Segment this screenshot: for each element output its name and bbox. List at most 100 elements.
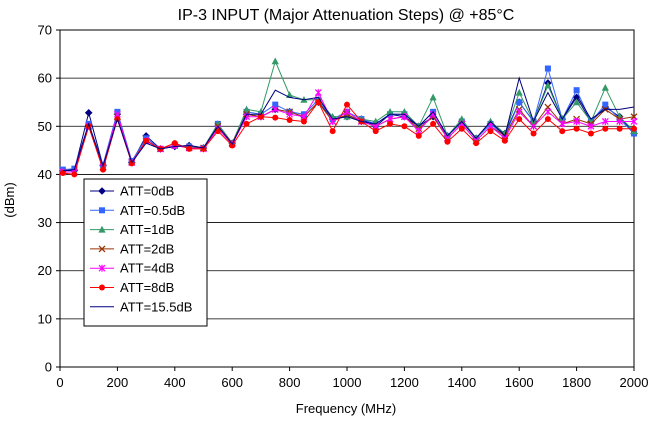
data-point <box>329 128 336 135</box>
x-tick-label: 1400 <box>447 375 476 390</box>
legend-box <box>83 178 208 327</box>
data-point <box>386 108 394 115</box>
x-tick-label: 2000 <box>620 375 649 390</box>
data-point <box>315 99 322 106</box>
data-point <box>271 57 279 65</box>
data-point <box>286 110 294 118</box>
data-point <box>400 108 408 115</box>
data-point <box>544 108 552 116</box>
legend-item: ATT=2dB <box>90 241 174 256</box>
series-ATT=15.5dB <box>62 76 635 172</box>
data-point <box>143 137 150 144</box>
legend-label: ATT=0.5dB <box>120 203 185 218</box>
data-point <box>372 128 379 135</box>
data-point <box>314 89 322 97</box>
axis-ticks: 0 10 20 30 40 50 60 70 0 200 400 600 800 1000 1200 1400… <box>38 23 649 391</box>
data-point <box>272 101 279 108</box>
data-point <box>501 137 508 144</box>
data-point <box>601 117 609 125</box>
legend-label: ATT=8dB <box>120 280 174 295</box>
data-point <box>458 125 465 132</box>
legend-item: ATT=1dB <box>90 222 174 237</box>
legend-label: ATT=2dB <box>120 241 174 256</box>
y-tick-label: 30 <box>38 215 52 230</box>
data-point <box>616 125 623 132</box>
data-point <box>343 108 351 116</box>
legend-label: ATT=1dB <box>120 222 174 237</box>
y-tick-label: 0 <box>45 360 52 375</box>
data-point <box>544 65 551 72</box>
data-point <box>530 122 537 130</box>
data-point <box>128 160 135 167</box>
legend-item: ATT=0.5dB <box>90 203 185 218</box>
legend-item: ATT=4dB <box>90 261 174 276</box>
series-layer <box>59 57 638 178</box>
data-point <box>602 125 609 132</box>
y-tick-label: 50 <box>38 119 52 134</box>
data-point <box>515 108 523 116</box>
series-line <box>62 76 635 172</box>
legend-label: ATT=15.5dB <box>120 299 192 314</box>
data-point <box>242 105 251 113</box>
x-tick-label: 1800 <box>562 375 591 390</box>
data-point <box>573 87 580 94</box>
data-point <box>587 122 595 130</box>
legend-marker <box>99 207 105 214</box>
data-point <box>616 117 624 125</box>
data-point <box>286 117 293 124</box>
x-tick-label: 200 <box>107 375 129 390</box>
data-point <box>200 145 207 152</box>
legend-marker <box>98 264 106 272</box>
legend-item: ATT=15.5dB <box>90 299 192 314</box>
y-axis-title: (dBm) <box>2 182 17 217</box>
data-point <box>243 120 250 127</box>
data-point <box>214 128 221 135</box>
data-point <box>558 120 566 128</box>
y-tick-label: 10 <box>38 311 52 326</box>
data-point <box>401 123 408 130</box>
data-point <box>487 128 494 135</box>
data-point <box>415 132 422 139</box>
y-tick-label: 70 <box>38 23 52 38</box>
x-tick-label: 1000 <box>333 375 362 390</box>
y-tick-label: 60 <box>38 71 52 86</box>
data-point <box>631 125 637 132</box>
data-point <box>59 169 66 176</box>
data-point <box>387 120 394 127</box>
data-point <box>71 171 78 178</box>
data-point <box>272 114 279 121</box>
data-point <box>100 166 107 173</box>
data-point <box>516 99 523 106</box>
data-point <box>544 116 551 123</box>
data-point <box>257 108 265 115</box>
data-point <box>344 101 350 108</box>
legend-marker <box>98 187 106 195</box>
data-point <box>186 145 193 152</box>
data-point <box>229 142 236 149</box>
data-point <box>271 105 279 113</box>
legend-item: ATT=8dB <box>90 280 174 295</box>
data-point <box>573 98 581 106</box>
x-axis-title: Frequency (MHz) <box>296 401 396 416</box>
data-point <box>300 118 307 125</box>
legend-label: ATT=0dB <box>120 184 174 199</box>
legend-label: ATT=4dB <box>120 261 174 276</box>
y-tick-label: 20 <box>38 263 52 278</box>
legend-marker <box>98 225 106 233</box>
data-point <box>458 115 466 123</box>
x-tick-label: 1600 <box>505 375 534 390</box>
data-point <box>473 140 480 147</box>
data-point <box>430 120 437 127</box>
data-point <box>573 117 581 125</box>
data-point <box>84 109 93 117</box>
legend-marker <box>99 284 105 291</box>
data-point <box>444 138 451 145</box>
data-point <box>602 101 609 108</box>
chart-title: IP-3 INPUT (Major Attenuation Steps) @ +… <box>178 7 515 24</box>
x-tick-label: 800 <box>279 375 301 390</box>
legend-items: ATT=0dB ATT=0.5dB ATT=1dB ATT=2dB ATT=4dB ATT… <box>90 184 192 314</box>
data-point <box>587 130 594 137</box>
data-point <box>171 140 178 147</box>
